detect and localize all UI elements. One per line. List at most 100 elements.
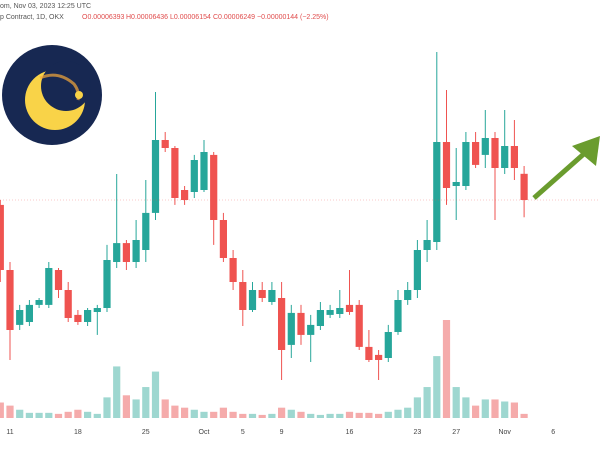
- x-tick-label: 6: [551, 429, 555, 436]
- candle-body: [219, 220, 227, 258]
- x-tick-label: 16: [346, 429, 354, 436]
- volume-bar: [287, 409, 295, 418]
- candle-body: [113, 243, 121, 262]
- volume-bar: [151, 371, 160, 418]
- volume-bar: [122, 395, 130, 418]
- candle-body: [248, 290, 257, 310]
- volume-bar: [171, 405, 179, 418]
- candle-body: [181, 190, 189, 200]
- volume-bar: [132, 399, 140, 418]
- volume-bar: [268, 413, 276, 418]
- candle-body: [229, 258, 237, 282]
- candle-body: [190, 160, 198, 192]
- x-tick-label: 11: [6, 429, 13, 436]
- volume-bar: [442, 320, 451, 418]
- volume-bar: [472, 405, 480, 418]
- trend-arrow: [532, 136, 600, 200]
- candle-body: [200, 152, 208, 190]
- candle-body: [423, 240, 431, 250]
- candle-body: [462, 142, 470, 186]
- candle-body: [384, 332, 392, 358]
- candle-body: [35, 300, 43, 305]
- volume-bar: [64, 411, 72, 418]
- volume-bar: [190, 409, 198, 418]
- volume-bar: [181, 407, 189, 418]
- volume-bar: [423, 387, 431, 418]
- header-high: H0.00006436: [126, 14, 168, 21]
- candle-body: [355, 304, 363, 347]
- volume-bar: [491, 399, 499, 418]
- volume-bar: [336, 413, 344, 418]
- volume-bar: [113, 366, 121, 418]
- header-open: O0.00006393: [82, 14, 125, 21]
- candle-body: [375, 354, 383, 360]
- candle-body: [287, 312, 295, 345]
- volume-bar: [297, 411, 305, 418]
- volume-bar: [54, 413, 63, 418]
- candle-body: [93, 308, 101, 312]
- volume-bar: [307, 413, 315, 418]
- candle-body: [433, 142, 441, 242]
- candle-body: [278, 298, 286, 350]
- candle-body: [316, 310, 324, 326]
- candle-body: [16, 310, 24, 325]
- volume-bar: [25, 412, 33, 418]
- candle-body: [161, 140, 169, 148]
- candle-body: [307, 324, 315, 335]
- volume-bar: [355, 412, 363, 418]
- x-tick-label: 5: [241, 429, 245, 436]
- plot-area: 11 18 25 Oct 5 9 16 23 27 Nov 6: [0, 52, 600, 450]
- candle-body: [336, 308, 344, 314]
- candle-body: [452, 182, 460, 186]
- candle-body: [45, 268, 53, 305]
- volume-bar: [103, 397, 111, 418]
- candle-body: [122, 243, 130, 262]
- candle-body: [6, 270, 14, 330]
- logo: [2, 45, 102, 145]
- volume-bar: [35, 412, 43, 418]
- candle-body: [481, 138, 489, 155]
- candle-body: [326, 310, 334, 315]
- arrow-head: [572, 136, 600, 166]
- volume-bar: [510, 402, 518, 418]
- candle-body: [365, 346, 373, 360]
- candle-body: [0, 204, 4, 270]
- candle-body: [132, 240, 140, 262]
- volume-bar: [384, 411, 392, 418]
- volume-bar: [6, 405, 14, 418]
- candle-body: [297, 312, 305, 335]
- x-tick-label: 18: [74, 429, 82, 436]
- volume-bar: [229, 411, 237, 418]
- candle-body: [413, 250, 421, 290]
- volume-bar: [316, 414, 324, 418]
- candle-body: [442, 142, 451, 188]
- volume-bar: [248, 413, 257, 418]
- x-tick-label: 9: [280, 429, 284, 436]
- volume-bar: [210, 411, 218, 418]
- volume-bar: [258, 414, 266, 418]
- volume-bar: [345, 411, 354, 418]
- x-tick-label: 27: [452, 429, 460, 436]
- header-close: C0.00006249: [213, 14, 255, 21]
- volume-bar: [404, 407, 412, 418]
- volume-bar: [481, 399, 489, 418]
- header-symbol: om, Nov 03, 2023 12:25 UTC: [0, 3, 91, 10]
- candle-body: [510, 146, 518, 168]
- header-low: L0.00006154: [170, 14, 211, 21]
- volume-bar: [239, 413, 247, 418]
- arrow-shaft: [532, 150, 588, 200]
- x-tick-label: 25: [142, 429, 150, 436]
- candle-body: [472, 142, 480, 165]
- candle-body: [151, 140, 160, 213]
- candle-body: [54, 270, 63, 290]
- header-change: −0.00000144 (−2.25%): [257, 14, 329, 21]
- header-contract: p Contract, 1D, OKX: [0, 14, 64, 21]
- volume-bar: [45, 412, 53, 418]
- candle-body: [258, 290, 266, 298]
- candle-body: [520, 173, 528, 200]
- volume-bar: [462, 397, 470, 418]
- volume-bar: [142, 387, 150, 418]
- volume-bar: [520, 413, 528, 418]
- volume-bar: [501, 401, 509, 418]
